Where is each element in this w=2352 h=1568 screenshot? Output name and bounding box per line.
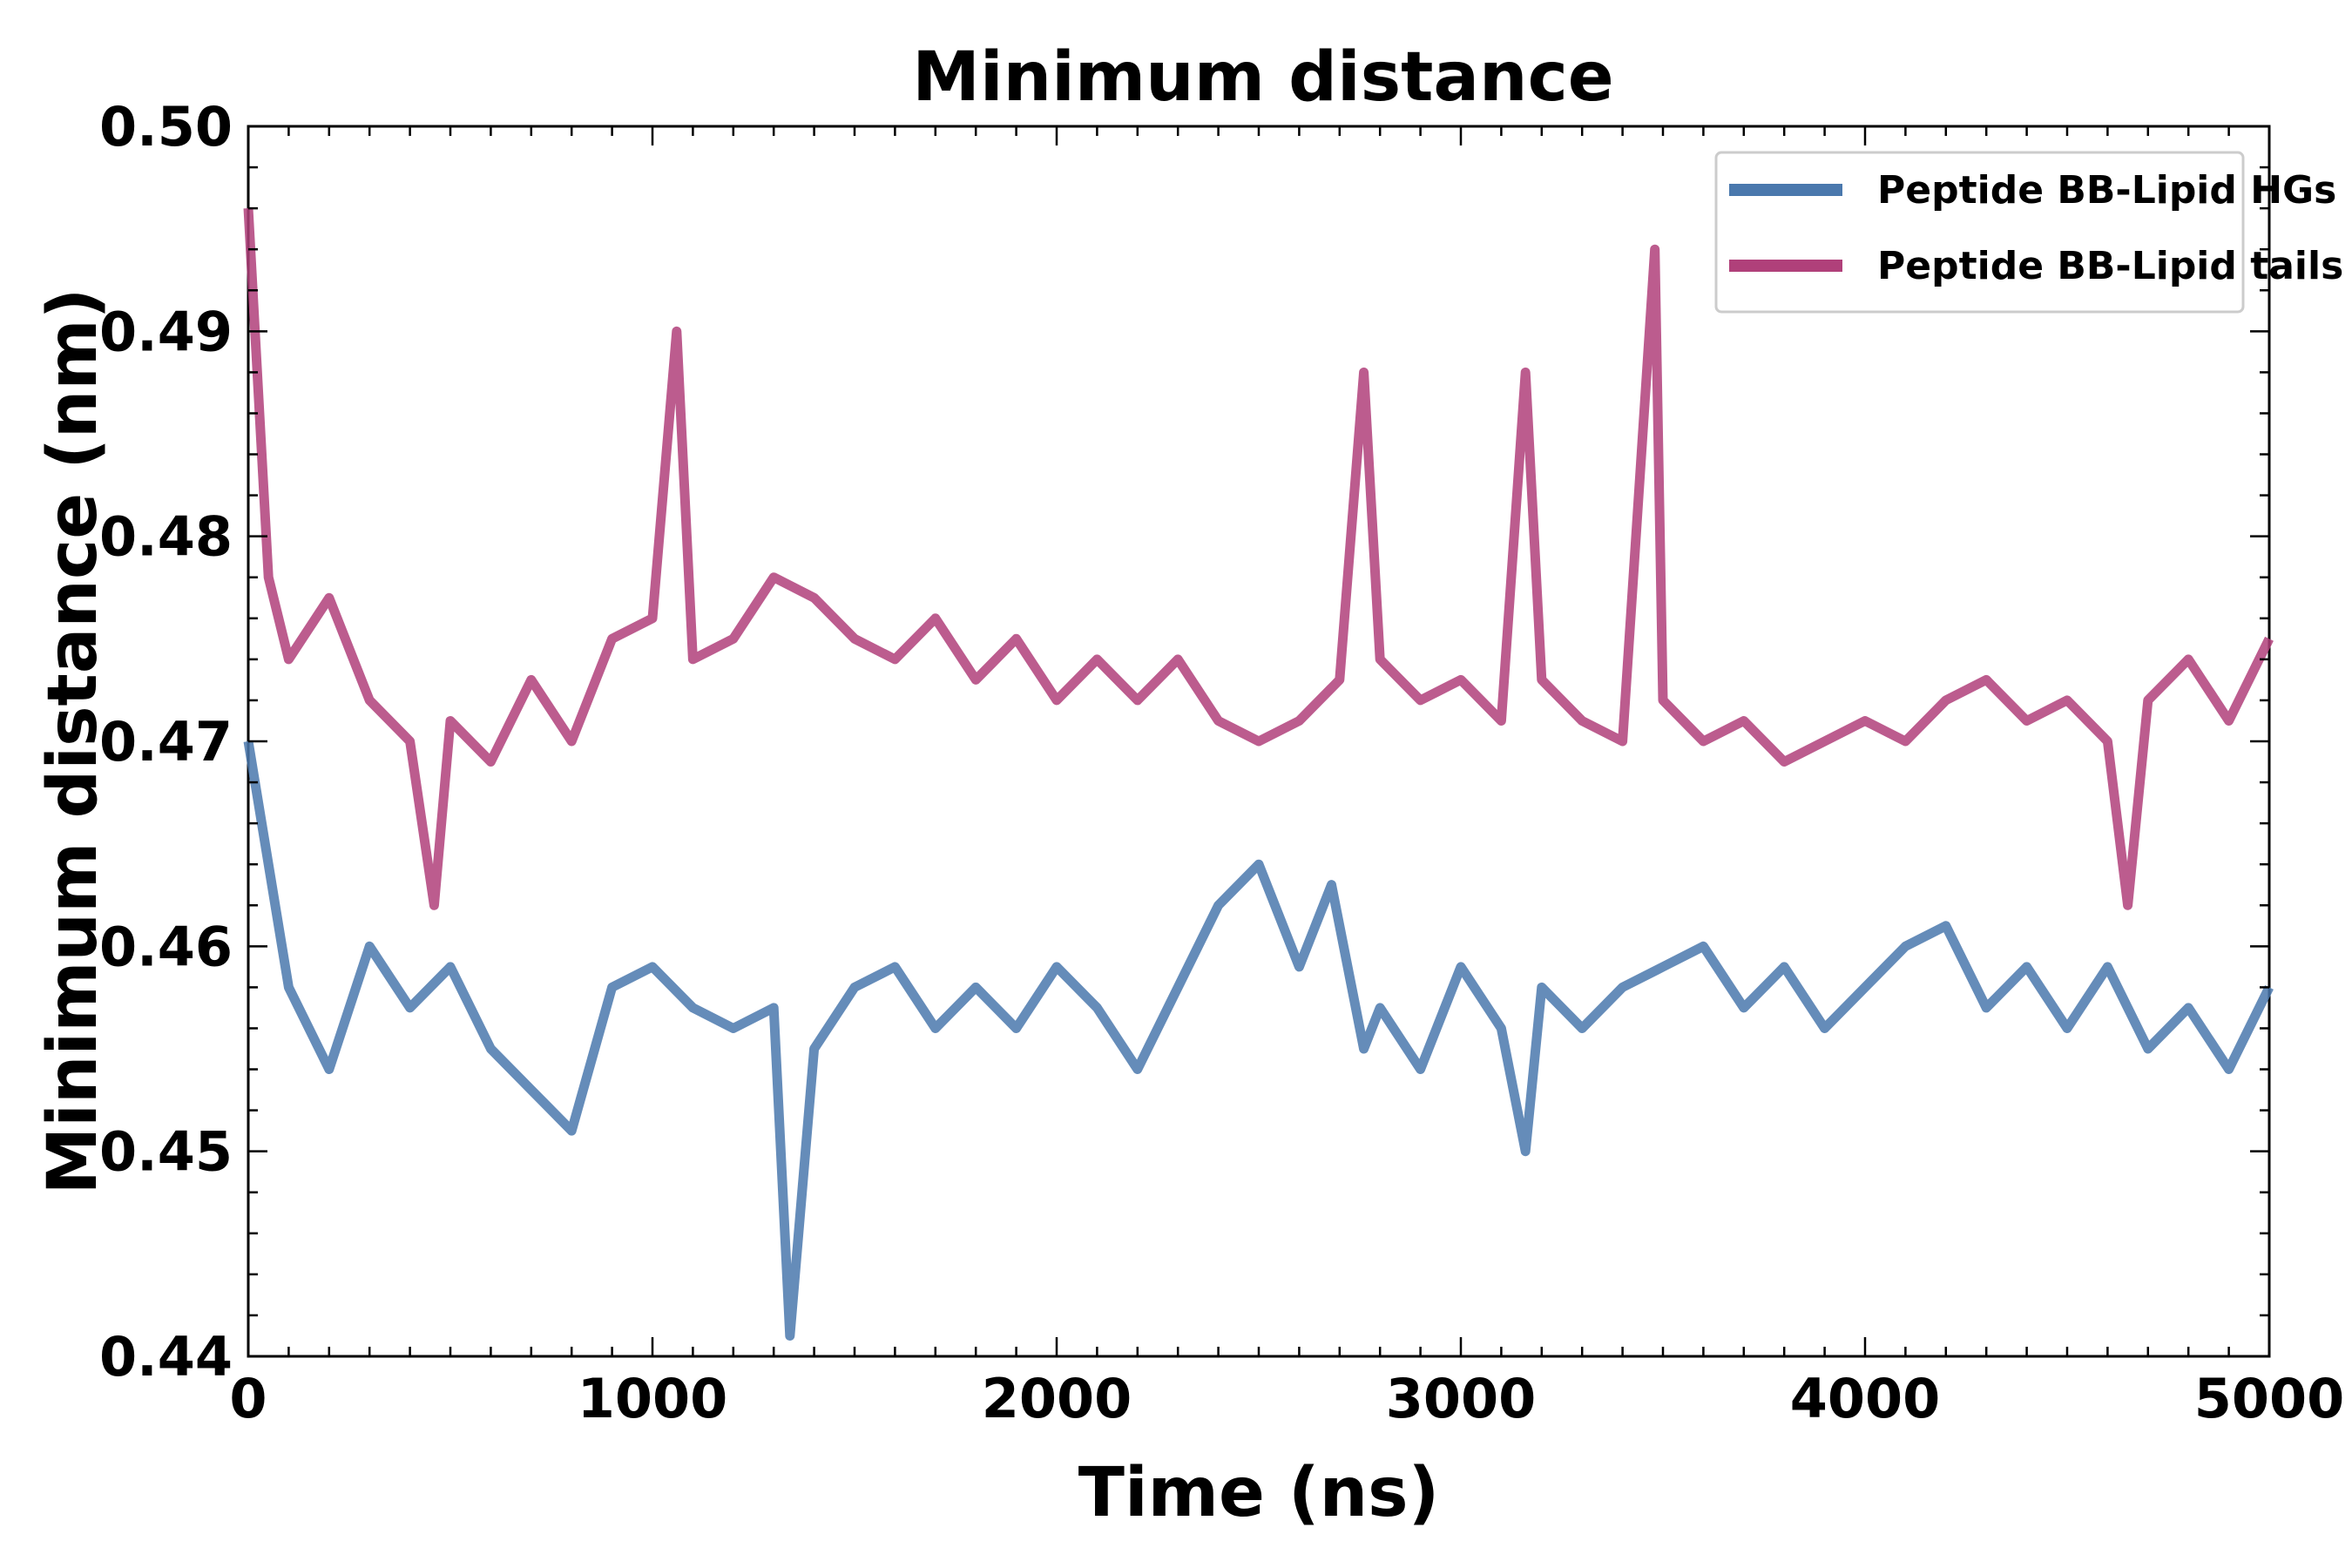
y-tick-label: 0.44	[99, 1325, 233, 1389]
x-tick-label: 4000	[1790, 1367, 1941, 1430]
x-tick-label: 0	[229, 1367, 267, 1430]
x-tick-label: 5000	[2194, 1367, 2345, 1430]
x-tick-label: 3000	[1386, 1367, 1537, 1430]
plot-area: 0 1000 2000 3000 4000 5000 0.44 0.45 0.46 0.47 0.4…	[99, 95, 2344, 1430]
y-tick-label: 0.47	[99, 710, 233, 774]
x-tick-label: 1000	[578, 1367, 728, 1430]
legend-box	[1714, 151, 2245, 314]
series-line-0	[243, 740, 2274, 1341]
chart-title: Minimum distance	[912, 38, 1613, 117]
legend: Peptide BB-Lipid HGs Peptide BB-Lipid ta…	[1714, 151, 2343, 314]
y-axis-label: Minimum distance (nm)	[34, 288, 112, 1195]
legend-label-hgs: Peptide BB-Lipid HGs	[1877, 168, 2336, 213]
x-tick-label: 2000	[982, 1367, 1132, 1430]
y-tick-label: 0.50	[99, 95, 233, 159]
legend-label-tails: Peptide BB-Lipid tails	[1877, 244, 2343, 288]
y-tick-label: 0.46	[99, 915, 233, 978]
y-tick-label: 0.49	[99, 300, 233, 363]
series-line-1	[243, 207, 2274, 910]
ticks-layer: 0 1000 2000 3000 4000 5000 0.44 0.45 0.46 0.47 0.4…	[99, 95, 2344, 1430]
y-tick-label: 0.48	[99, 505, 233, 569]
y-tick-label: 0.45	[99, 1120, 233, 1184]
series-layer	[243, 207, 2274, 1341]
x-axis-label: Time (ns)	[1078, 1454, 1440, 1532]
